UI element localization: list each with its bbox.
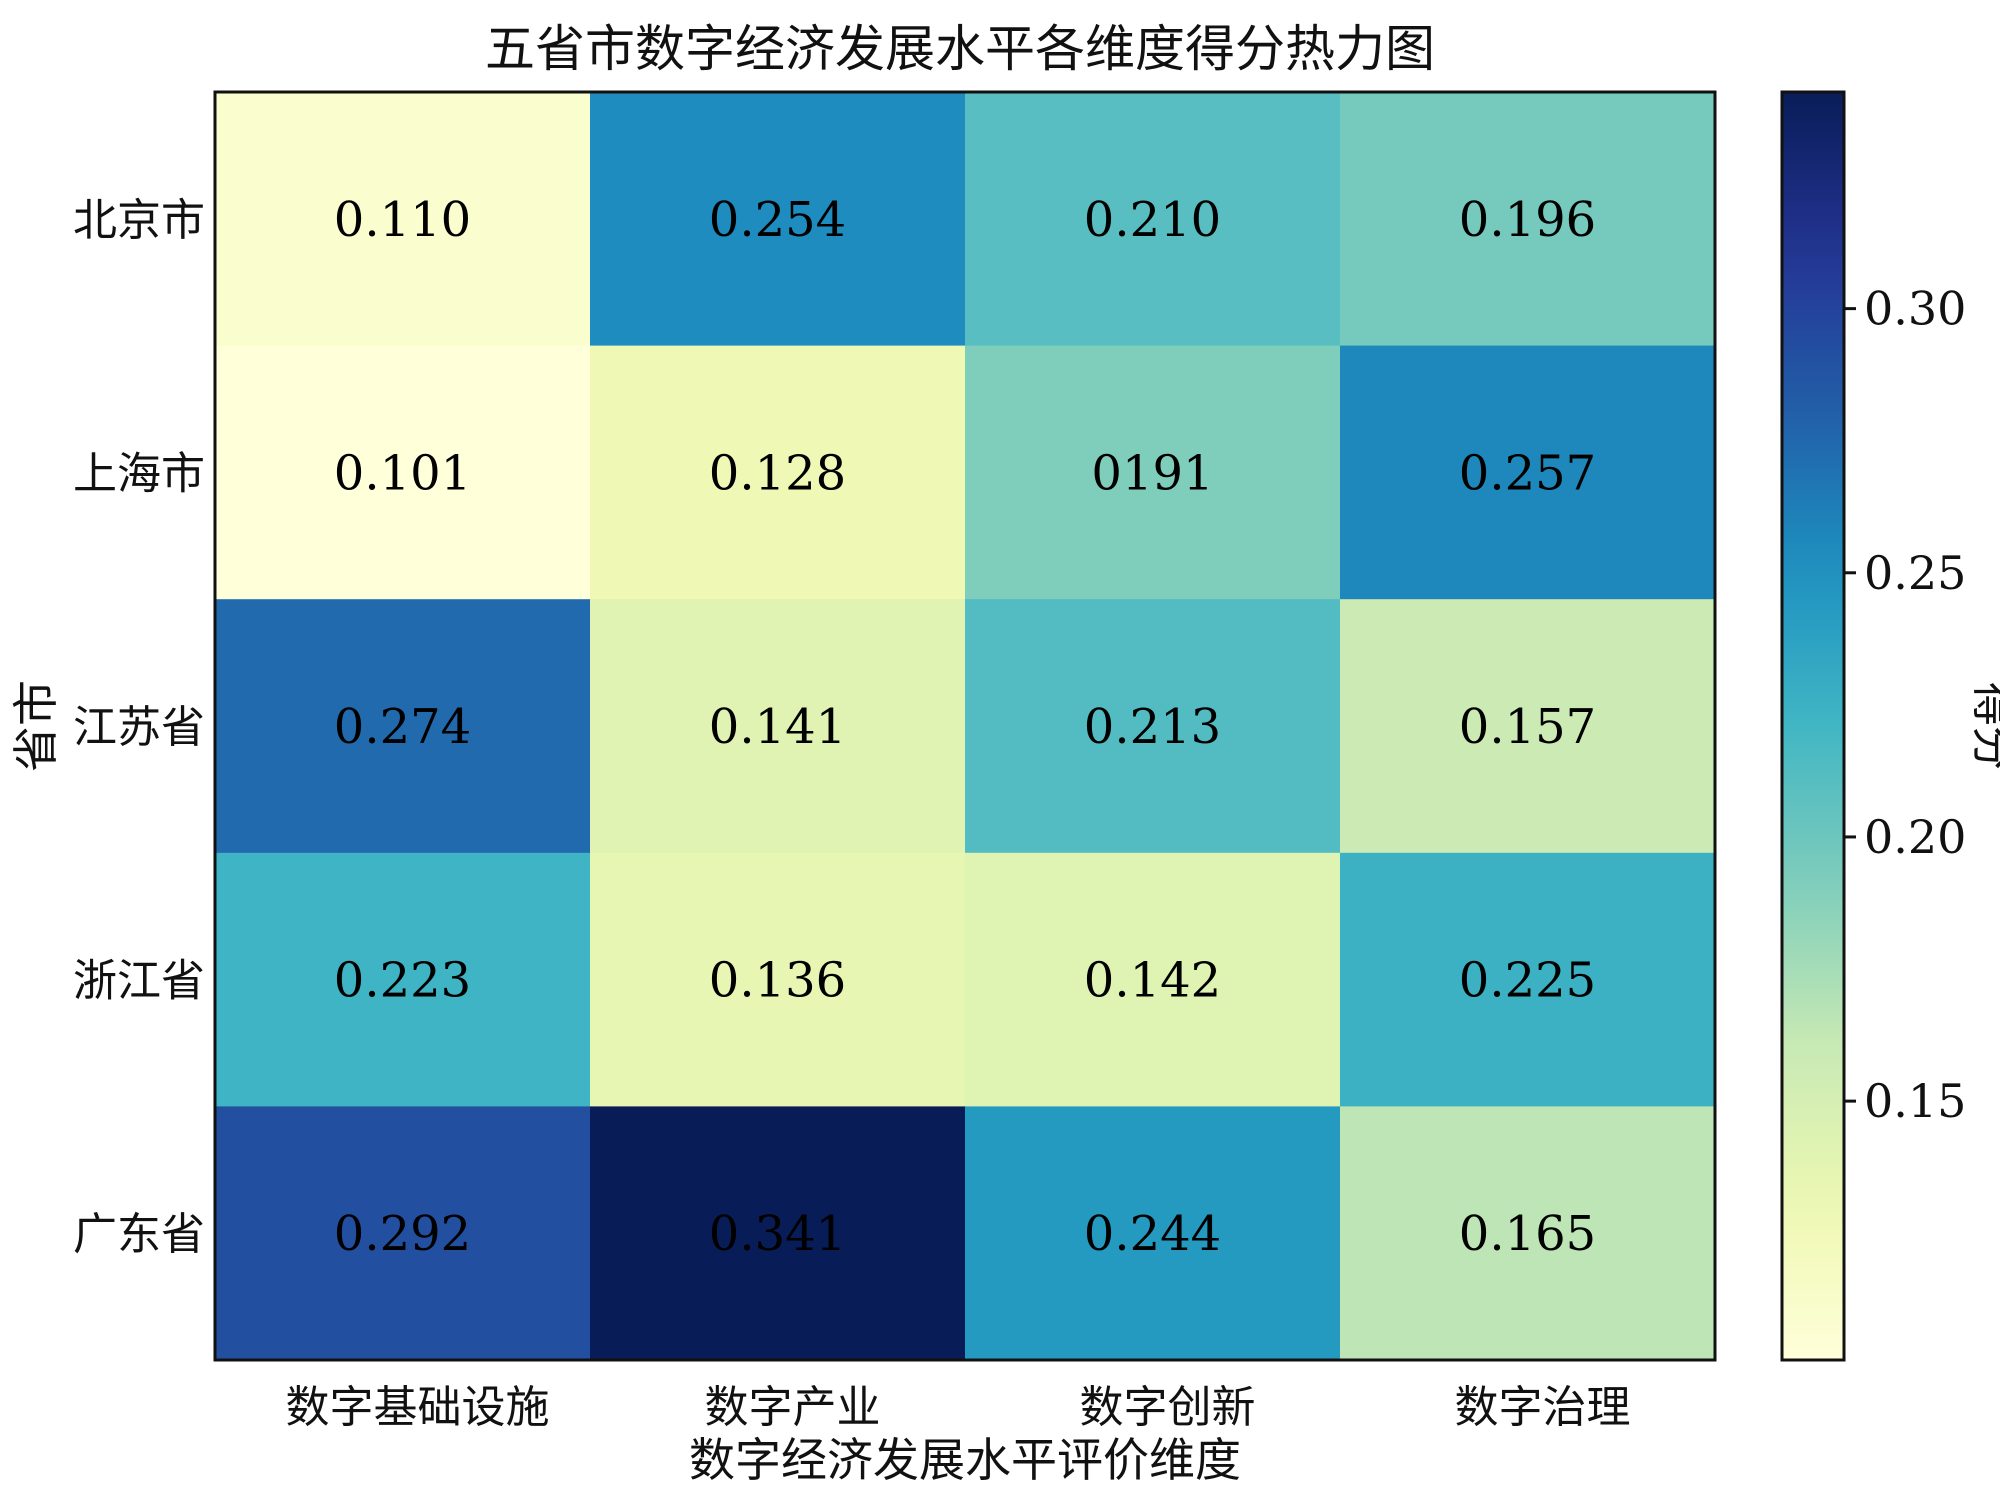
heatmap-cells <box>215 92 1716 1361</box>
cell-value-label-r0-c2: 0.210 <box>1084 192 1221 248</box>
x-tick-label-1: 数字产业 <box>705 1382 881 1433</box>
y-tick-label-4: 广东省 <box>73 1209 205 1260</box>
colorbar-tick-label-3: 0.30 <box>1864 282 1966 336</box>
heatmap-cell-r1-c1 <box>590 345 966 600</box>
y-tick-label-1: 上海市 <box>73 448 205 499</box>
cell-value-label-r0-c0: 0.110 <box>334 192 471 248</box>
heatmap-cell-r3-c0 <box>215 852 591 1107</box>
y-tick-label-2: 江苏省 <box>73 702 205 753</box>
colorbar-ticks: 0.15 0.20 0.25 0.30 <box>1844 282 1966 1128</box>
cell-value-label-r4-c1: 0.341 <box>709 1206 846 1262</box>
cell-value-label-r0-c3: 0.196 <box>1459 192 1596 248</box>
cell-value-label-r1-c1: 0.128 <box>709 445 846 501</box>
cell-value-label-r2-c2: 0.213 <box>1084 699 1221 755</box>
y-tick-label-0: 北京市 <box>73 195 205 246</box>
plot-frame <box>213 90 1717 1362</box>
cell-value-label-r1-c2: 0191 <box>1091 445 1213 501</box>
x-axis-label: 数字经济发展水平评价维度 <box>689 1433 1241 1487</box>
heatmap-cell-r4-c2 <box>965 1106 1341 1361</box>
cell-value-label-r4-c3: 0.165 <box>1459 1206 1596 1262</box>
x-axis-tick-labels: 数字基础设施 数字产业 数字创新 数字治理 <box>286 1382 1631 1433</box>
colorbar-tick-label-0: 0.15 <box>1864 1074 1966 1128</box>
y-tick-label-3: 浙江省 <box>73 956 205 1007</box>
heatmap-cell-r0-c2 <box>965 92 1341 347</box>
cell-value-label-r3-c1: 0.136 <box>709 953 846 1009</box>
heatmap-cell-labels: 0.110 0.254 0.210 0.196 0.101 0.128 0191 0.257 0… <box>334 192 1596 1262</box>
heatmap-cell-r2-c1 <box>590 599 966 854</box>
x-tick-label-3: 数字治理 <box>1455 1382 1631 1433</box>
cell-value-label-r4-c2: 0.244 <box>1084 1206 1221 1262</box>
heatmap-cell-r2-c3 <box>1340 599 1716 854</box>
heatmap-cell-r1-c0 <box>215 345 591 600</box>
heatmap-cell-r0-c3 <box>1340 92 1716 347</box>
heatmap-cell-r4-c0 <box>215 1106 591 1361</box>
cell-value-label-r1-c3: 0.257 <box>1459 445 1596 501</box>
heatmap-cell-r2-c2 <box>965 599 1341 854</box>
heatmap-cell-r3-c1 <box>590 852 966 1107</box>
cell-value-label-r2-c1: 0.141 <box>709 699 846 755</box>
heatmap-cell-r0-c1 <box>590 92 966 347</box>
heatmap-cell-r4-c3 <box>1340 1106 1716 1361</box>
cell-value-label-r0-c1: 0.254 <box>709 192 846 248</box>
heatmap-cell-r1-c3 <box>1340 345 1716 600</box>
heatmap-cell-r1-c2 <box>965 345 1341 600</box>
cell-value-label-r3-c0: 0.223 <box>334 953 471 1009</box>
heatmap-cell-r4-c1 <box>590 1106 966 1361</box>
y-axis-label: 省市 <box>9 680 63 772</box>
cell-value-label-r3-c2: 0.142 <box>1084 953 1221 1009</box>
cell-value-label-r2-c3: 0.157 <box>1459 699 1596 755</box>
colorbar-tick-label-2: 0.25 <box>1864 546 1966 600</box>
heatmap-cell-r0-c0 <box>215 92 591 347</box>
x-tick-label-0: 数字基础设施 <box>286 1382 550 1433</box>
heatmap-cell-r2-c0 <box>215 599 591 854</box>
colorbar <box>1780 90 1846 1362</box>
cell-value-label-r3-c3: 0.225 <box>1459 953 1596 1009</box>
colorbar-label: 得分 <box>1967 682 2000 770</box>
x-tick-label-2: 数字创新 <box>1080 1382 1256 1433</box>
cell-value-label-r1-c0: 0.101 <box>334 445 471 501</box>
heatmap-cell-r3-c2 <box>965 852 1341 1107</box>
chart-title: 五省市数字经济发展水平各维度得分热力图 <box>485 20 1435 78</box>
colorbar-tick-label-1: 0.20 <box>1864 810 1966 864</box>
cell-value-label-r2-c0: 0.274 <box>334 699 471 755</box>
heatmap-cell-r3-c3 <box>1340 852 1716 1107</box>
cell-value-label-r4-c0: 0.292 <box>334 1206 471 1262</box>
